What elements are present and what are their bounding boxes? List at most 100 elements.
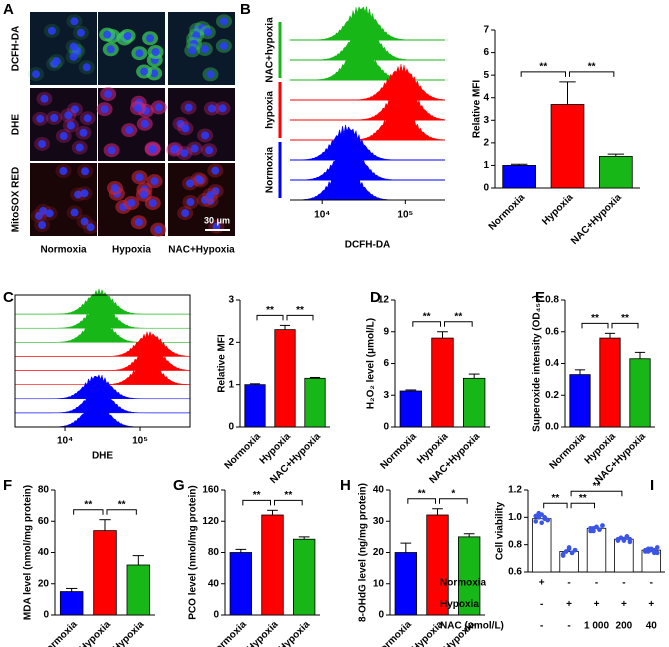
table-row-label: Normoxia [440,578,487,589]
x-tick-label: Normoxia [208,619,249,647]
row-label: DHE [11,114,22,135]
nucleus [219,41,228,50]
y-tick-label: 3 [483,115,489,126]
x-axis-label: DHE [92,451,113,462]
x-tick-label: Hypoxia [540,192,576,228]
nucleus [218,104,227,113]
y-tick-label: 0 [383,422,389,433]
significance-label: * [451,488,455,499]
y-tick-label: 20 [38,578,50,589]
bar [229,552,252,616]
nucleus [219,17,228,26]
significance-bracket [611,322,639,329]
y-tick-label: 12 [378,295,390,306]
nucleus [181,124,190,133]
table-cell: - [540,599,543,610]
significance-label: ** [591,313,599,324]
histogram-trace [14,302,191,329]
significance-label: ** [621,313,629,324]
nucleus [59,132,68,141]
y-tick-label: 0.4 [545,358,559,369]
data-point [539,520,544,526]
y-tick-label: 0.8 [545,295,559,306]
data-point [566,545,572,550]
nucleus [70,105,79,114]
y-tick-label: 0 [213,610,219,621]
nucleus [212,222,221,231]
y-tick-label: 30 [373,516,385,527]
bar [599,155,633,189]
significance-label: ** [593,481,601,492]
y-tick-label: 1 [483,160,489,171]
y-axis-label: Cell viability [495,501,506,560]
significance-bracket [581,322,609,329]
panel-label: E [535,289,545,306]
nucleus [207,104,216,113]
histogram-trace [290,124,445,161]
bar [599,337,621,428]
nucleus [200,45,209,54]
nucleus [127,198,136,207]
nucleus [188,46,197,55]
histogram-trace [290,6,445,41]
y-tick-label: 4 [483,92,489,103]
significance-label: ** [588,62,596,73]
bar [586,527,607,573]
table-cell: + [594,599,600,610]
bar [531,518,552,573]
data-point [542,515,547,520]
data-point [624,534,630,539]
nucleus [146,34,155,43]
y-tick-label: 0 [43,610,49,621]
data-point [646,549,651,554]
nucleus [206,191,215,200]
nucleus [192,31,201,40]
significance-bracket [570,490,623,497]
nucleus [206,70,215,79]
x-tick-label: 10⁵ [132,436,148,447]
significance-bracket [242,499,271,506]
nucleus [79,128,88,137]
y-tick-label: 160 [202,485,219,496]
data-point [651,547,657,553]
panel-label: A [3,1,14,18]
nucleus [100,105,109,114]
x-tick-label: Normoxia [39,619,80,647]
nucleus [59,166,68,175]
data-point [597,527,602,532]
nucleus [38,139,47,148]
data-point [533,513,539,519]
bar [292,538,316,616]
panel-label: I [650,477,654,494]
significance-bracket [286,314,314,321]
nucleus [86,223,95,232]
y-tick-label: 120 [202,516,219,527]
nucleus [139,190,148,199]
y-tick-label: 0 [228,422,234,433]
nucleus [154,103,163,112]
nucleus [39,206,48,215]
nucleus [106,45,115,54]
nucleus [40,94,49,103]
significance-label: ** [552,493,560,504]
y-tick-label: 80 [208,547,220,558]
group-label: NAC+hypoxia [265,17,276,83]
y-axis-label: MDA level (nmol/mg protein) [23,485,34,620]
nucleus [125,126,134,135]
x-tick-label: Hypoxia [78,619,114,647]
row-label: MitoSOX RED [11,167,22,233]
panel-label: H [340,477,351,494]
panel-label: G [173,477,185,494]
table-cell: + [566,599,572,610]
bar [431,337,454,428]
bar [462,377,486,428]
bar [394,552,418,616]
table-cell: + [621,599,627,610]
y-axis-label: 8-OHdG level (ng/mg protein) [358,483,369,622]
nucleus [38,221,47,230]
x-tick-label: Normoxia [548,431,589,472]
nucleus [205,146,214,155]
data-point [594,524,599,530]
bar [244,384,266,428]
significance-bracket [444,321,473,327]
